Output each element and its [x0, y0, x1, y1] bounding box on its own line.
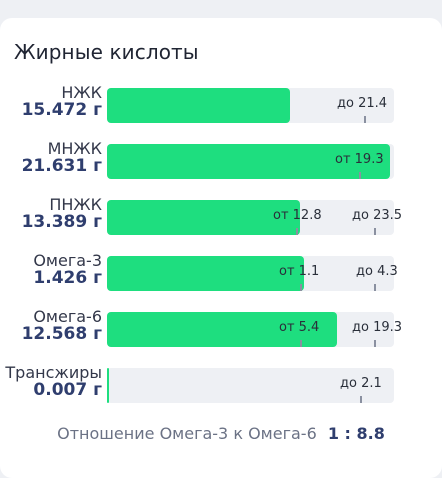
min-tick [359, 172, 361, 179]
progress-fill [107, 88, 290, 123]
min-label: от 12.8 [273, 208, 322, 223]
progress-track: до 21.4 [107, 88, 394, 123]
nutrient-value: 15.472 г [21, 100, 102, 120]
progress-track: от 1.1 до 4.3 [107, 256, 398, 291]
row-label: МНЖК 21.631 г [22, 140, 102, 176]
progress-fill [107, 144, 390, 179]
row-trans-fats: Трансжиры 0.007 г до 2.1 [0, 364, 442, 404]
omega-ratio: Отношение Омега-3 к Омега-6 1 : 8.8 [0, 424, 442, 443]
omega-ratio-value: 1 : 8.8 [327, 424, 385, 443]
row-label: НЖК 15.472 г [22, 84, 102, 120]
row-label: Омега-6 12.568 г [22, 308, 102, 344]
progress-fill [107, 256, 304, 291]
nutrient-value: 1.426 г [33, 268, 102, 288]
omega-ratio-label: Отношение Омега-3 к Омега-6 [57, 424, 317, 443]
nutrient-value: 0.007 г [33, 380, 102, 400]
max-tick [374, 228, 376, 235]
nutrient-value: 12.568 г [21, 324, 102, 344]
nutrient-value: 13.389 г [21, 212, 102, 232]
row-nzhk: НЖК 15.472 г до 21.4 [0, 84, 442, 124]
fatty-acids-card: Жирные кислоты НЖК 15.472 г до 21.4 МНЖК… [0, 18, 442, 478]
max-tick [374, 284, 376, 291]
progress-fill [107, 200, 300, 235]
min-label: от 1.1 [279, 264, 320, 279]
nutrient-name: Трансжиры [5, 363, 102, 382]
max-label: до 4.3 [356, 264, 398, 279]
max-tick [360, 396, 362, 403]
nutrient-name: МНЖК [47, 139, 102, 158]
progress-track: от 5.4 до 19.3 [107, 312, 402, 347]
card-title: Жирные кислоты [14, 40, 199, 64]
progress-fill [107, 312, 337, 347]
min-tick [300, 284, 302, 291]
row-omega-6: Омега-6 12.568 г от 5.4 до 19.3 [0, 308, 442, 348]
row-label: Трансжиры 0.007 г [5, 364, 102, 400]
nutrient-name: НЖК [61, 83, 102, 102]
min-label: от 5.4 [279, 320, 320, 335]
min-tick [296, 228, 298, 235]
max-label: до 21.4 [337, 96, 388, 111]
row-label: Омега-3 1.426 г [33, 252, 102, 288]
row-omega-3: Омега-3 1.426 г от 1.1 до 4.3 [0, 252, 442, 292]
min-tick [300, 340, 302, 347]
progress-fill [107, 368, 109, 403]
min-label: от 19.3 [335, 152, 384, 167]
row-pnzhk: ПНЖК 13.389 г от 12.8 до 23.5 [0, 196, 442, 236]
progress-track: от 12.8 до 23.5 [107, 200, 402, 235]
progress-track: до 2.1 [107, 368, 394, 403]
max-tick [364, 116, 366, 123]
nutrient-name: ПНЖК [49, 195, 102, 214]
row-mnzhk: МНЖК 21.631 г от 19.3 [0, 140, 442, 180]
nutrient-name: Омега-6 [33, 307, 102, 326]
max-tick [374, 340, 376, 347]
progress-track: от 19.3 [107, 144, 394, 179]
max-label: до 19.3 [352, 320, 403, 335]
nutrient-value: 21.631 г [21, 156, 102, 176]
nutrient-name: Омега-3 [33, 251, 102, 270]
max-label: до 2.1 [340, 376, 382, 391]
row-label: ПНЖК 13.389 г [22, 196, 102, 232]
max-label: до 23.5 [352, 208, 403, 223]
